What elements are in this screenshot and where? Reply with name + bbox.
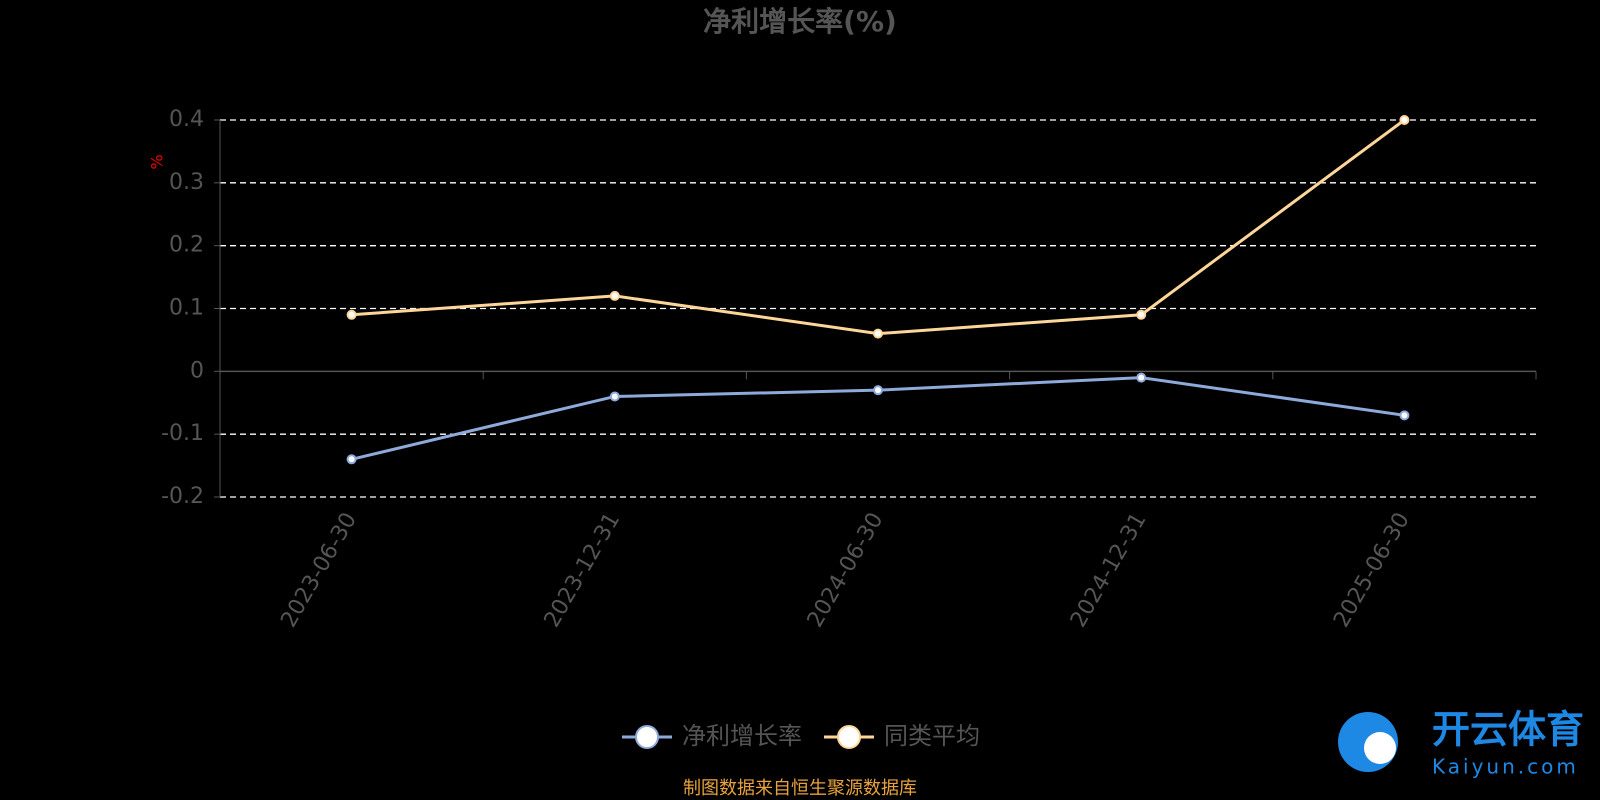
point [1136, 372, 1147, 383]
x-tick-label: 2024-06-30 [803, 509, 889, 632]
legend-label: 净利增长率 [682, 722, 802, 750]
legend-marker [837, 725, 861, 749]
point [346, 309, 357, 320]
watermark-brand: 开云体育 [1432, 708, 1584, 752]
source-note: 制图数据来自恒生聚源数据库 [683, 778, 917, 799]
point [873, 385, 883, 396]
chart-title: 净利增长率(%) [703, 5, 897, 38]
y-tick-label: -0.2 [161, 484, 204, 509]
legend-label: 同类平均 [884, 722, 980, 750]
x-tick-label: 2023-06-30 [276, 509, 362, 632]
point [1399, 115, 1410, 125]
legend-marker [635, 725, 659, 749]
point [609, 391, 620, 402]
y-tick-label: 0 [190, 358, 204, 383]
point [1136, 309, 1147, 320]
x-tick-label: 2024-12-31 [1066, 509, 1152, 632]
y-tick-label: 0.3 [169, 170, 204, 195]
point [1399, 410, 1410, 421]
y-tick-label: 0.1 [169, 296, 204, 321]
y-tick-label: 0.2 [169, 233, 204, 258]
series-line [351, 118, 1406, 336]
y-tick-label: 0.4 [169, 107, 204, 132]
point [609, 290, 620, 301]
watermark-site: Kaiyun.com [1432, 755, 1579, 779]
point [346, 454, 357, 465]
watermark-ball [1364, 732, 1396, 764]
watermark: 开云体育 Kaiyun.com [1338, 708, 1584, 779]
y-axis-label: % [148, 154, 167, 169]
point [873, 328, 883, 339]
x-tick-label: 2023-12-31 [540, 509, 626, 632]
x-tick-label: 2025-06-30 [1329, 509, 1415, 632]
y-tick-label: -0.1 [161, 421, 204, 446]
